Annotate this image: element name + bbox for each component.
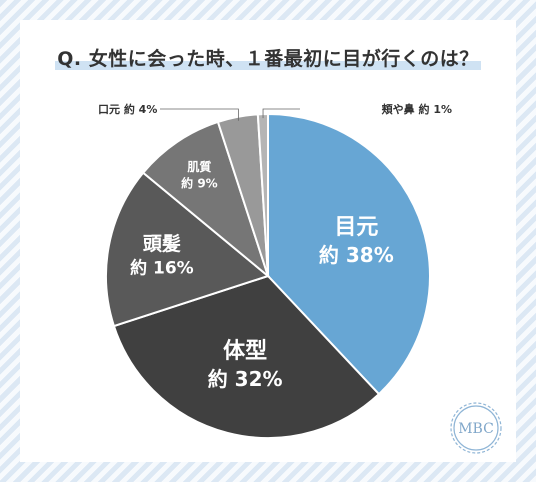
slice-label-name-3: 頭髪 [143, 233, 181, 255]
mbc-logo: MBC [450, 402, 502, 454]
callout-label-6: 頬や鼻 約 1% [382, 102, 452, 116]
pie-slice-3 [105, 171, 271, 328]
chart-title: Q. 女性に会った時、１番最初に目が行くのは？ [0, 44, 536, 71]
slice-label-value-4: 約 9% [181, 176, 218, 191]
chart-title-text: Q. 女性に会った時、１番最初に目が行くのは？ [55, 48, 481, 70]
slice-label-name-2: 体型 [223, 339, 267, 364]
callout-line-5 [160, 108, 239, 121]
slice-label-value-2: 約 32% [208, 367, 283, 391]
slice-label-value-1: 約 38% [319, 243, 394, 267]
callout-line-6 [262, 108, 300, 119]
callout-label-5: 口元 約 4% [98, 102, 157, 116]
slice-label-name-1: 目元 [334, 215, 378, 240]
pie-slice-2 [112, 274, 381, 439]
slice-label-name-4: 肌質 [186, 159, 211, 174]
pie-slice-1 [267, 112, 431, 396]
pie-slice-4 [141, 120, 271, 279]
slice-label-value-3: 約 16% [130, 258, 194, 279]
logo-text: MBC [458, 421, 494, 437]
